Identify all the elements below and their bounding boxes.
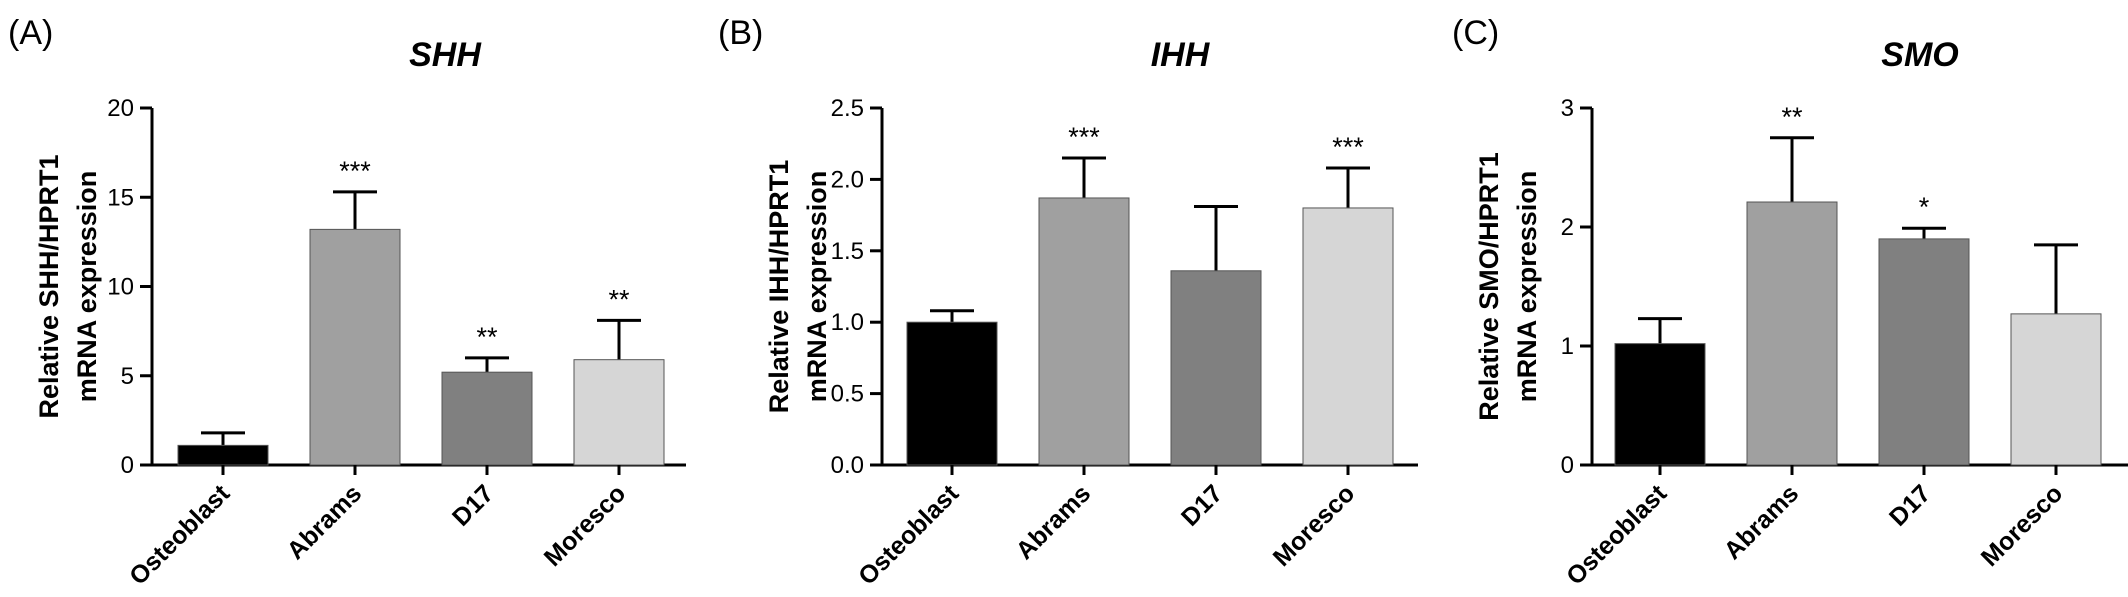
x-tick-label: Osteoblast [124,479,236,591]
x-tick-label: Moresco [1976,479,2068,571]
y-tick-label: 1 [1561,333,1574,360]
chart-title: SMO [1881,36,1958,74]
x-tick-label: Moresco [1268,479,1360,571]
bar-moresco [1302,207,1394,466]
y-axis-label-line-1: Relative IHH/HPRT1 [764,160,794,414]
bar-moresco [2010,313,2102,466]
y-tick-label: 2.0 [831,166,864,193]
bar-abrams [1746,201,1838,466]
bar-moresco [573,359,665,466]
bar-osteoblast [1614,343,1706,466]
x-tick-label: Abrams [1011,479,1097,565]
chart-title: SHH [409,36,482,74]
bar-abrams [1038,197,1130,466]
y-tick-label: 3 [1561,95,1574,122]
significance-label: * [1919,192,1930,222]
significance-label: ** [1781,102,1803,132]
y-tick-label: 0.0 [831,452,864,479]
y-tick-label: 0.5 [831,381,864,408]
x-tick-label: Abrams [1719,479,1805,565]
bar-osteoblast [177,444,269,466]
x-tick-label: Moresco [539,479,631,571]
x-tick-label: Abrams [282,479,368,565]
y-tick-label: 0 [121,452,134,479]
bar-d17 [1170,270,1262,466]
y-tick-label: 1.5 [831,238,864,265]
y-axis-label-line-1: Relative SHH/HPRT1 [34,154,64,418]
x-tick-label: Osteoblast [853,479,965,591]
significance-label: ** [608,284,630,314]
y-tick-label: 0 [1561,452,1574,479]
panel-letter: (A) [8,14,53,52]
significance-label: *** [1068,122,1100,152]
x-tick-label: D17 [1884,479,1936,531]
y-tick-label: 2.5 [831,95,864,122]
significance-label: *** [339,156,371,186]
y-axis-label-line-2: mRNA expression [802,171,832,403]
panel-letter: (C) [1452,14,1499,52]
bar-abrams [309,228,401,466]
x-tick-label: D17 [447,479,499,531]
significance-label: ** [476,322,498,352]
y-axis-label-line-2: mRNA expression [1512,171,1542,403]
bar-osteoblast [906,321,998,466]
bar-d17 [1878,238,1970,466]
y-tick-label: 10 [107,274,134,301]
chart-title: IHH [1151,36,1211,74]
x-tick-label: D17 [1176,479,1228,531]
y-axis-label-line-1: Relative SMO/HPRT1 [1474,152,1504,421]
y-tick-label: 2 [1561,214,1574,241]
y-axis-label-line-2: mRNA expression [72,171,102,403]
y-tick-label: 20 [107,95,134,122]
significance-label: *** [1332,132,1364,162]
y-tick-label: 5 [121,363,134,390]
panel-letter: (B) [718,14,763,52]
x-tick-label: Osteoblast [1561,479,1673,591]
y-tick-label: 15 [107,184,134,211]
chart-panel-3: (C) SMO Relative SMO/HPRT1 mRNA expression 0… [1452,14,2128,591]
y-tick-label: 1.0 [831,309,864,336]
bar-d17 [441,371,533,466]
chart-panel-1: (A) SHH Relative SHH/HPRT1 mRNA expression 0… [8,14,686,591]
